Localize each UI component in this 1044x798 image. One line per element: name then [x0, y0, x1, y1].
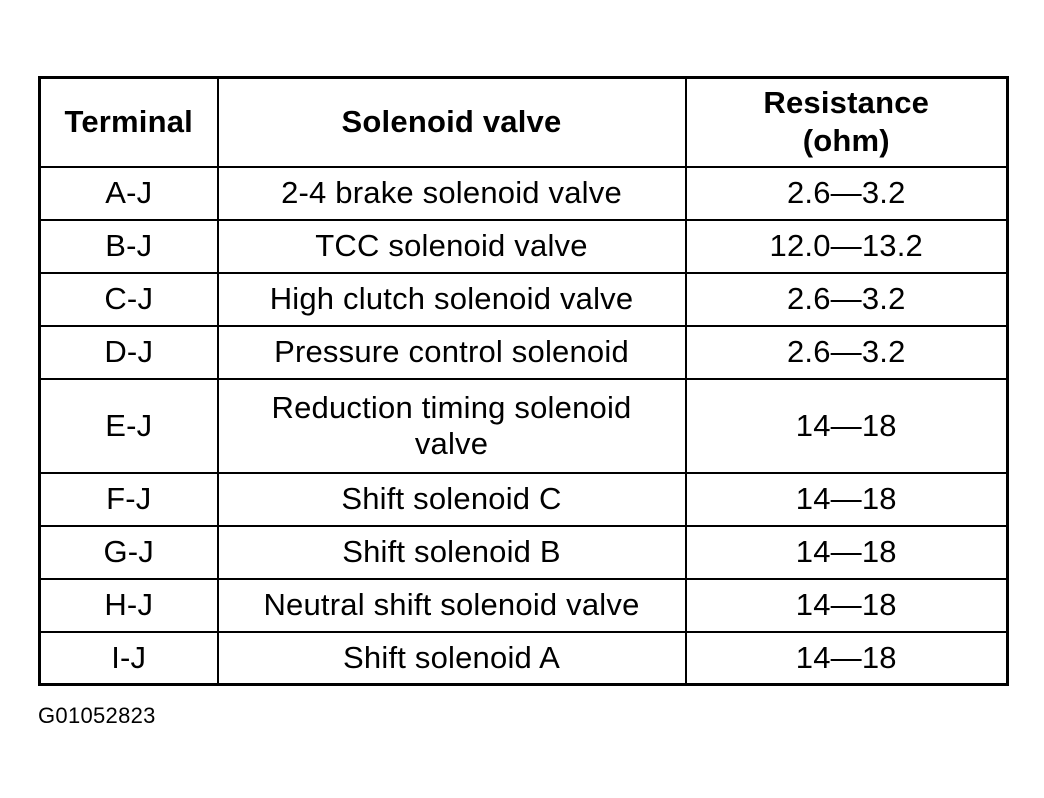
cell-solenoid-valve: 2-4 brake solenoid valve: [216, 165, 687, 221]
table-row: A-J 2-4 brake solenoid valve 2.6—3.2: [38, 165, 1009, 221]
table-row: E-J Reduction timing solenoid valve 14—1…: [38, 377, 1009, 474]
resistance-spec-table: Terminal Solenoid valve Resistance (ohm)…: [38, 76, 1009, 686]
header-solenoid-valve: Solenoid valve: [216, 76, 687, 168]
cell-solenoid-valve-line2: valve: [414, 425, 489, 461]
cell-solenoid-valve: Shift solenoid B: [216, 524, 687, 580]
cell-solenoid-valve: Neutral shift solenoid valve: [216, 577, 687, 633]
cell-terminal: I-J: [38, 630, 219, 686]
cell-terminal: D-J: [38, 324, 219, 380]
cell-resistance: 14—18: [684, 524, 1009, 580]
cell-terminal: A-J: [38, 165, 219, 221]
table-header-row: Terminal Solenoid valve Resistance (ohm): [38, 76, 1009, 168]
cell-terminal: E-J: [38, 377, 219, 474]
table-row: B-J TCC solenoid valve 12.0—13.2: [38, 218, 1009, 274]
cell-solenoid-valve: TCC solenoid valve: [216, 218, 687, 274]
cell-terminal: B-J: [38, 218, 219, 274]
cell-resistance: 14—18: [684, 377, 1009, 474]
cell-resistance: 2.6—3.2: [684, 324, 1009, 380]
table-row: C-J High clutch solenoid valve 2.6—3.2: [38, 271, 1009, 327]
cell-solenoid-valve: High clutch solenoid valve: [216, 271, 687, 327]
cell-resistance: 12.0—13.2: [684, 218, 1009, 274]
figure-id-label: G01052823: [38, 703, 156, 728]
cell-resistance: 14—18: [684, 630, 1009, 686]
header-resistance-line2: (ohm): [802, 123, 890, 159]
cell-terminal: G-J: [38, 524, 219, 580]
table-row: H-J Neutral shift solenoid valve 14—18: [38, 577, 1009, 633]
cell-solenoid-valve: Shift solenoid C: [216, 471, 687, 527]
table-row: D-J Pressure control solenoid 2.6—3.2: [38, 324, 1009, 380]
header-resistance: Resistance (ohm): [684, 76, 1009, 168]
cell-resistance: 14—18: [684, 471, 1009, 527]
cell-resistance: 2.6—3.2: [684, 165, 1009, 221]
table-row: I-J Shift solenoid A 14—18: [38, 630, 1009, 686]
header-terminal: Terminal: [38, 76, 219, 168]
cell-solenoid-valve: Pressure control solenoid: [216, 324, 687, 380]
cell-solenoid-valve: Reduction timing solenoid valve: [216, 377, 687, 474]
cell-terminal: F-J: [38, 471, 219, 527]
cell-solenoid-valve: Shift solenoid A: [216, 630, 687, 686]
table-row: F-J Shift solenoid C 14—18: [38, 471, 1009, 527]
cell-terminal: C-J: [38, 271, 219, 327]
cell-resistance: 14—18: [684, 577, 1009, 633]
cell-solenoid-valve-line1: Reduction timing solenoid: [271, 389, 632, 425]
cell-resistance: 2.6—3.2: [684, 271, 1009, 327]
table-row: G-J Shift solenoid B 14—18: [38, 524, 1009, 580]
cell-terminal: H-J: [38, 577, 219, 633]
header-resistance-line1: Resistance: [763, 85, 930, 121]
